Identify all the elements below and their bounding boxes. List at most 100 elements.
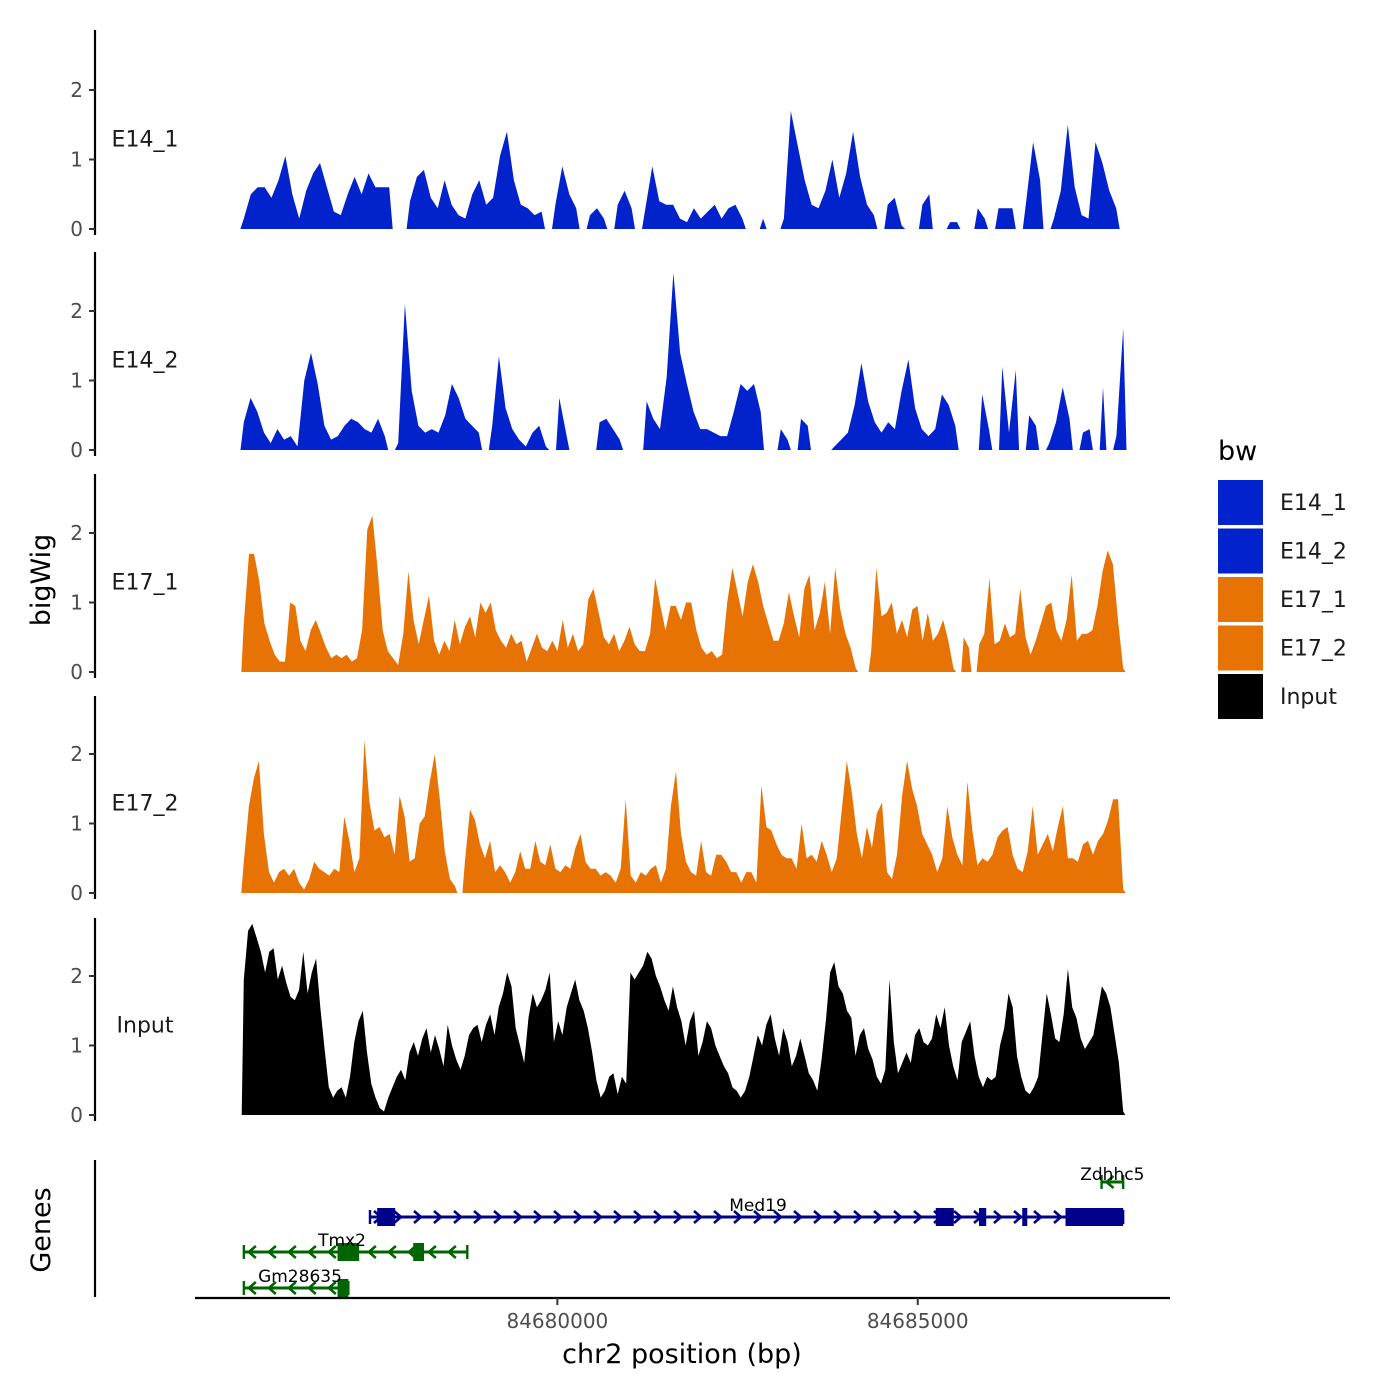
- coverage-area-E14_1: [946, 222, 961, 229]
- coverage-area-E14_1: [759, 218, 767, 229]
- strand-arrow: [266, 1245, 277, 1259]
- coverage-area-E17_2: [241, 740, 458, 893]
- coverage-area-E14_1: [240, 156, 393, 229]
- gene-Med19: Med19: [368, 1196, 1125, 1226]
- strand-arrow: [993, 1210, 1003, 1224]
- y-tick-label: 1: [70, 591, 83, 615]
- y-tick-label: 0: [70, 1103, 83, 1127]
- bigwig-tracks: 0 1 2 E14_1 0 1 2 E14_2 0 1 2 E17_1 0 1 2 E17_2 0 1 2 Input: [70, 30, 1127, 1127]
- strand-arrow: [713, 1210, 723, 1224]
- y-tick-label: 2: [70, 78, 83, 102]
- coverage-area-E14_1: [1022, 142, 1044, 229]
- strand-arrow: [1013, 1210, 1023, 1224]
- coverage-area-E14_2: [777, 429, 791, 450]
- coverage-area-E14_2: [1099, 387, 1107, 450]
- coverage-area-E14_1: [586, 208, 608, 229]
- coverage-area-E14_2: [1113, 328, 1127, 450]
- strand-arrow: [613, 1210, 623, 1224]
- exon: [1065, 1208, 1124, 1226]
- strand-arrow: [393, 1210, 403, 1224]
- strand-arrow: [326, 1281, 337, 1295]
- strand-arrow: [733, 1210, 743, 1224]
- legend-label: E14_1: [1280, 491, 1347, 516]
- gene-Gm28635: Gm28635: [242, 1267, 350, 1297]
- strand-arrow: [246, 1281, 257, 1295]
- legend-title: bw: [1218, 436, 1257, 467]
- strand-arrow: [433, 1210, 443, 1224]
- coverage-area-E14_1: [552, 166, 580, 229]
- strand-arrow: [306, 1281, 317, 1295]
- legend-swatch-E17_1: [1218, 577, 1263, 622]
- y-tick-label: 1: [70, 148, 83, 172]
- strand-arrow: [453, 1210, 463, 1224]
- y-tick-label: 2: [70, 964, 83, 988]
- track-E14_1: 0 1 2 E14_1: [70, 30, 1120, 241]
- genes-axis-title: Genes: [26, 1187, 57, 1272]
- legend-swatch-E17_2: [1218, 625, 1263, 671]
- y-tick-label: 2: [70, 521, 83, 545]
- legend: bw E14_1 E14_2 E17_1 E17_2 Input: [1218, 436, 1347, 719]
- coverage-area-E14_2: [643, 272, 764, 450]
- y-tick-label: 1: [70, 1034, 83, 1058]
- track-E17_2: 0 1 2 E17_2: [70, 696, 1126, 905]
- gene-label: Zdhhc5: [1080, 1165, 1144, 1185]
- coverage-area-E14_1: [406, 131, 545, 229]
- gene-Tmx2: Tmx2: [242, 1231, 469, 1261]
- track-Input: 0 1 2 Input: [70, 918, 1126, 1127]
- strand-arrow: [773, 1210, 783, 1224]
- strand-arrow: [513, 1210, 523, 1224]
- strand-arrow: [953, 1210, 963, 1224]
- strand-arrow: [446, 1245, 457, 1259]
- x-axis-title: chr2 position (bp): [562, 1339, 802, 1370]
- y-tick-label: 0: [70, 881, 83, 905]
- strand-arrow: [413, 1210, 423, 1224]
- strand-arrow: [1033, 1210, 1043, 1224]
- coverage-area-E14_1: [974, 208, 989, 229]
- strand-arrow: [386, 1245, 397, 1259]
- coverage-area-Input: [241, 923, 1126, 1115]
- coverage-area-E14_2: [1025, 415, 1040, 450]
- x-axis: 84680000 84685000: [195, 1296, 1170, 1333]
- y-tick-label: 2: [70, 299, 83, 323]
- coverage-area-E14_2: [556, 397, 570, 450]
- track-label: Input: [117, 1014, 174, 1039]
- gene-label: Med19: [729, 1196, 787, 1216]
- coverage-area-E14_2: [978, 394, 993, 450]
- coverage-area-E14_1: [780, 110, 878, 229]
- legend-swatch-E14_1: [1218, 480, 1263, 525]
- strand-arrow: [533, 1210, 543, 1224]
- track-E17_1: 0 1 2 E17_1: [70, 474, 1126, 684]
- strand-arrow: [873, 1210, 883, 1224]
- coverage-area-E14_2: [596, 418, 624, 450]
- coverage-area-E17_2: [462, 761, 1126, 893]
- coverage-area-E14_1: [995, 208, 1016, 229]
- gene-label: Tmx2: [317, 1231, 366, 1251]
- coverage-area-E14_1: [884, 197, 906, 229]
- strand-arrow: [286, 1245, 297, 1259]
- strand-arrow: [326, 1245, 337, 1259]
- coverage-area-E14_2: [488, 356, 550, 450]
- track-label: E14_1: [112, 128, 179, 153]
- legend-label: E17_2: [1280, 637, 1347, 662]
- strand-arrow: [793, 1210, 803, 1224]
- track-E14_2: 0 1 2 E14_2: [70, 252, 1127, 462]
- coverage-area-E14_2: [797, 418, 811, 450]
- legend-label: E14_2: [1280, 540, 1347, 565]
- strand-arrow: [813, 1210, 823, 1224]
- coverage-area-E14_1: [642, 166, 746, 229]
- exon: [979, 1208, 987, 1226]
- strand-arrow: [693, 1210, 703, 1224]
- exon: [337, 1279, 349, 1297]
- y-tick-label: 1: [70, 369, 83, 393]
- coverage-area-E17_1: [868, 567, 956, 672]
- coverage-area-E14_2: [1079, 429, 1093, 450]
- y-tick-label: 2: [70, 742, 83, 766]
- exon: [413, 1243, 425, 1261]
- coverage-area-E14_2: [240, 352, 389, 450]
- strand-arrow: [893, 1210, 903, 1224]
- y-tick-label: 1: [70, 812, 83, 836]
- coverage-area-E17_1: [241, 515, 859, 672]
- strand-arrow: [473, 1210, 483, 1224]
- coverage-area-E14_1: [614, 190, 635, 229]
